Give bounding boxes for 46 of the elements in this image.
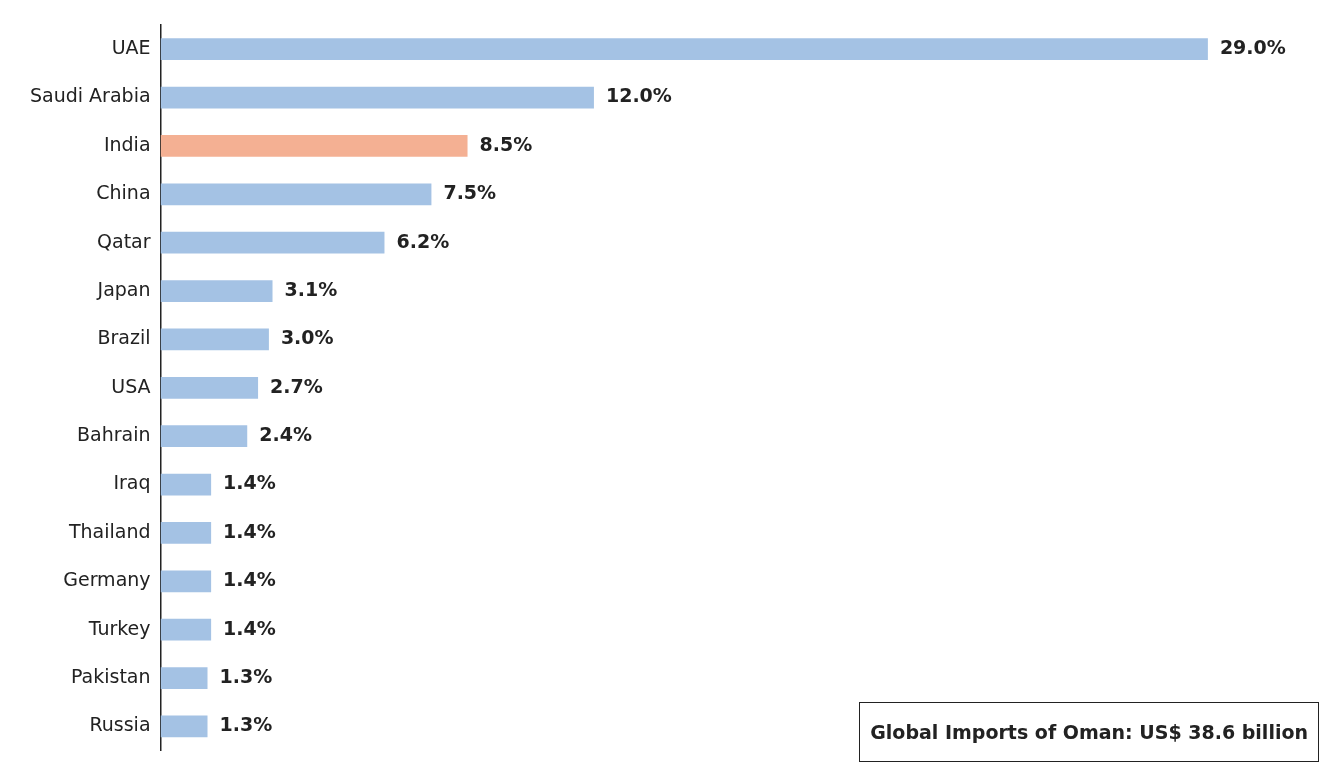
bar <box>160 280 273 302</box>
y-tick-label: USA <box>111 374 151 397</box>
y-tick-label: Pakistan <box>71 664 151 687</box>
y-tick-label: Turkey <box>87 616 151 639</box>
data-label: 1.4% <box>223 471 276 494</box>
bar <box>160 618 212 641</box>
bar <box>160 425 248 448</box>
y-tick-label: China <box>96 181 151 204</box>
data-label: 2.7% <box>270 374 323 397</box>
y-tick-label: Germany <box>63 568 151 591</box>
data-label: 1.4% <box>223 616 276 639</box>
bar <box>160 135 468 157</box>
data-label: 1.3% <box>219 664 273 687</box>
bar <box>160 231 385 254</box>
bar <box>160 522 212 544</box>
annotation: Global Imports of Oman: US$ 38.6 billion <box>859 702 1319 762</box>
y-tick-label: Saudi Arabia <box>30 84 151 107</box>
y-tick-label: Japan <box>96 277 151 300</box>
bar <box>160 328 269 351</box>
bar <box>160 38 1208 61</box>
y-tick-label: Iraq <box>113 471 151 494</box>
bar <box>160 183 432 206</box>
y-tick-label: India <box>103 132 151 155</box>
data-label: 12.0% <box>605 84 672 107</box>
y-tick-label: Russia <box>89 713 151 736</box>
bar <box>160 86 594 109</box>
bar <box>160 376 259 399</box>
data-label: 1.4% <box>223 519 276 542</box>
data-label: 2.4% <box>259 423 312 446</box>
data-label: 7.5% <box>443 181 497 204</box>
y-tick-label: UAE <box>111 36 151 59</box>
data-label: 1.3% <box>219 713 273 736</box>
y-tick-label: Qatar <box>97 229 151 252</box>
data-label: 1.4% <box>223 568 276 591</box>
bar <box>160 667 208 689</box>
data-label: 3.0% <box>280 326 334 349</box>
bar <box>160 570 212 593</box>
data-label: 8.5% <box>479 132 533 155</box>
bar <box>160 715 208 738</box>
y-tick-label: Bahrain <box>77 423 151 446</box>
data-label: 6.2% <box>396 229 450 252</box>
y-tick-label: Thailand <box>67 519 151 542</box>
bar <box>160 473 212 496</box>
data-label: 29.0% <box>1219 36 1286 59</box>
y-tick-label: Brazil <box>97 326 151 349</box>
data-label: 3.1% <box>284 277 338 300</box>
